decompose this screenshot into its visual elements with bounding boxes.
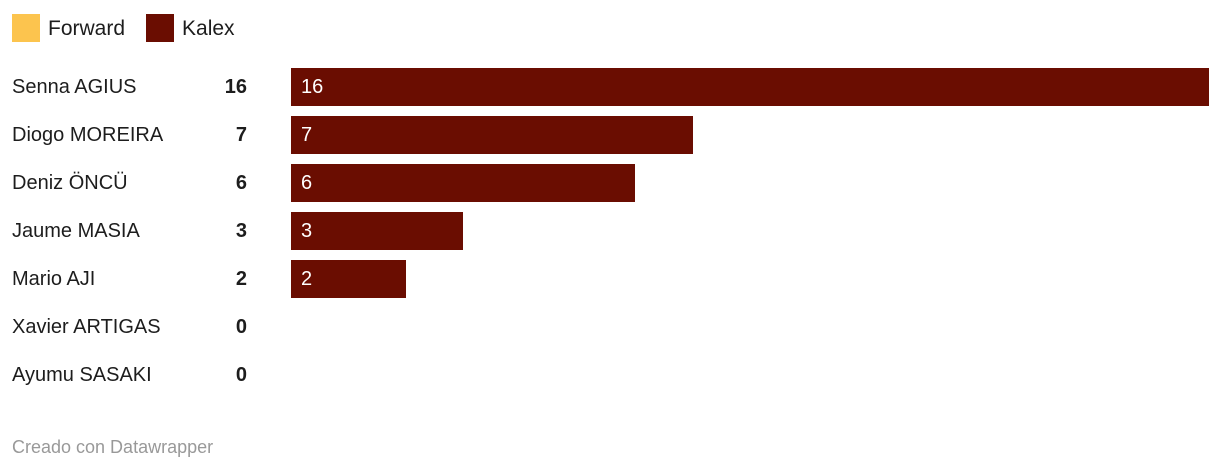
row-value: 2 — [235, 267, 247, 290]
chart-row: Ayumu SASAKI 0 — [12, 351, 1209, 399]
legend-swatch-kalex — [146, 14, 175, 42]
row-value: 0 — [235, 363, 247, 386]
legend-item-kalex: Kalex — [146, 14, 235, 42]
row-value: 16 — [224, 75, 247, 98]
chart-legend: Forward Kalex — [12, 13, 1209, 43]
legend-label-kalex: Kalex — [182, 16, 235, 40]
bar: 2 — [291, 260, 406, 298]
chart-row: Xavier ARTIGAS 0 — [12, 303, 1209, 351]
row-value: 7 — [235, 123, 247, 146]
bar: 3 — [291, 212, 464, 250]
bar-area — [291, 308, 1209, 346]
bar: 7 — [291, 116, 693, 154]
chart-row: Jaume MASIA 3 3 — [12, 207, 1209, 255]
chart-row: Senna AGIUS 16 16 — [12, 63, 1209, 111]
bar-value-label: 3 — [301, 220, 313, 242]
row-label: Jaume MASIA — [12, 219, 140, 242]
bar-area — [291, 356, 1209, 394]
row-label: Deniz ÖNCÜ — [12, 171, 128, 194]
bar-value-label: 16 — [301, 76, 324, 98]
datawrapper-attribution-link[interactable]: Creado con Datawrapper — [12, 437, 214, 457]
row-label: Mario AJI — [12, 267, 96, 290]
row-label: Senna AGIUS — [12, 75, 137, 98]
bar: 16 — [291, 68, 1209, 106]
row-value: 0 — [235, 315, 247, 338]
row-label: Ayumu SASAKI — [12, 363, 152, 386]
chart-row: Deniz ÖNCÜ 6 6 — [12, 159, 1209, 207]
row-label: Diogo MOREIRA — [12, 123, 164, 146]
legend-swatch-forward — [12, 14, 40, 42]
row-label: Xavier ARTIGAS — [12, 315, 161, 338]
bar-area: 6 — [291, 164, 1209, 202]
bar-area: 16 — [291, 68, 1209, 106]
chart-rows: Senna AGIUS 16 16 Diogo MOREIRA 7 7 Deni… — [12, 63, 1209, 399]
row-value: 3 — [235, 219, 247, 242]
chart-row: Diogo MOREIRA 7 7 — [12, 111, 1209, 159]
bar: 6 — [291, 164, 636, 202]
legend-label-forward: Forward — [48, 16, 126, 40]
bar-area: 3 — [291, 212, 1209, 250]
bar-area: 2 — [291, 260, 1209, 298]
bar-area: 7 — [291, 116, 1209, 154]
legend-item-forward: Forward — [12, 14, 125, 42]
bar-value-label: 7 — [301, 124, 313, 146]
row-value: 6 — [235, 171, 247, 194]
chart-row: Mario AJI 2 2 — [12, 255, 1209, 303]
bar-value-label: 6 — [301, 172, 313, 194]
bar-value-label: 2 — [301, 268, 313, 290]
